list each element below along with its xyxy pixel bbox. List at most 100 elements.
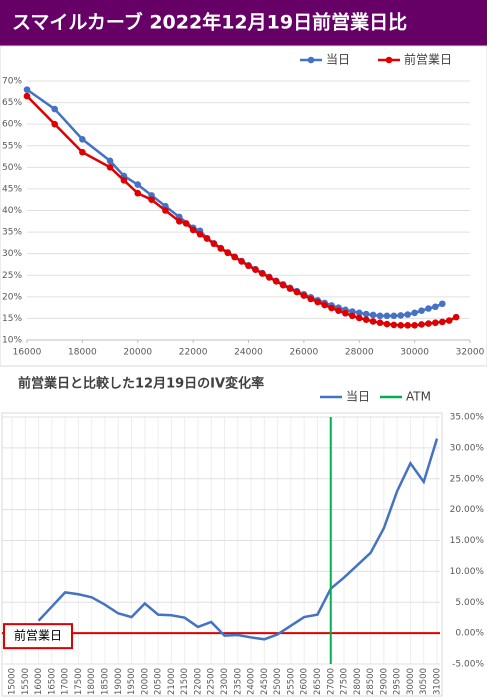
chart-title: 前営業日と比較した12月19日のIV変化率 <box>18 376 264 392</box>
point <box>51 120 58 128</box>
point <box>335 307 342 314</box>
x-tick-label: 21500 <box>180 668 190 695</box>
series-line <box>37 438 439 641</box>
x-tick-label: 31000 <box>433 668 443 695</box>
point <box>106 164 114 171</box>
point <box>196 230 204 238</box>
point <box>162 207 169 214</box>
point <box>397 312 405 319</box>
point <box>300 292 308 299</box>
point <box>259 270 266 277</box>
point <box>231 253 238 261</box>
point <box>272 277 280 285</box>
y-tick-label: 20.00% <box>450 505 485 515</box>
point <box>418 307 425 314</box>
point <box>175 217 183 225</box>
point <box>445 317 453 324</box>
point <box>148 196 155 204</box>
point <box>265 274 273 281</box>
point <box>411 309 418 317</box>
point <box>134 189 142 197</box>
x-tick-label: 27500 <box>340 668 350 695</box>
point <box>369 318 377 325</box>
point <box>79 135 86 143</box>
point <box>314 298 322 306</box>
point <box>321 301 328 309</box>
point <box>376 319 384 327</box>
y-tick-label: 30.00% <box>450 443 485 453</box>
y-tick-label: 65% <box>2 98 22 108</box>
point <box>425 305 432 312</box>
header-band <box>0 0 487 46</box>
point <box>23 86 31 93</box>
point <box>252 266 259 273</box>
point <box>307 295 315 303</box>
y-tick-label: -5.00% <box>452 660 484 670</box>
y-tick-label: 25.00% <box>450 474 485 484</box>
x-tick-label: 20000 <box>140 668 150 695</box>
x-tick-label: 30500 <box>419 668 429 695</box>
y-tick-label: 45% <box>2 184 22 194</box>
x-tick-label: 26000 <box>290 348 319 358</box>
x-tick-label: 25000 <box>273 668 283 695</box>
y-tick-label: 5.00% <box>455 598 484 608</box>
y-tick-label: 30% <box>2 249 22 259</box>
point <box>293 288 301 296</box>
x-tick-label: 24000 <box>234 348 263 358</box>
point <box>390 312 398 320</box>
point <box>245 262 252 270</box>
x-tick-label: 16000 <box>34 668 44 695</box>
point <box>328 304 335 312</box>
point <box>182 220 190 227</box>
x-tick-label: 29500 <box>393 668 403 695</box>
x-tick-label: 15000 <box>8 668 18 695</box>
y-tick-label: 70% <box>2 77 22 87</box>
point <box>411 322 418 329</box>
x-tick-label: 25500 <box>286 668 296 695</box>
x-tick-label: 19000 <box>114 668 124 695</box>
x-tick-label: 24000 <box>247 668 257 695</box>
x-tick-label: 18000 <box>87 668 97 695</box>
point <box>79 148 86 156</box>
point <box>23 92 31 100</box>
point <box>286 285 294 292</box>
point <box>362 316 370 324</box>
x-tick-label: 29000 <box>379 668 389 695</box>
x-tick-label: 21000 <box>167 668 177 695</box>
point <box>210 240 218 248</box>
point <box>349 312 356 320</box>
point <box>362 310 370 318</box>
point <box>106 157 114 165</box>
legend-swatch <box>385 56 393 64</box>
legend-label: 前営業日 <box>404 52 452 67</box>
point <box>383 312 391 320</box>
legend-label: 当日 <box>326 53 350 67</box>
y-tick-label: 15% <box>2 314 22 324</box>
y-tick-label: 25% <box>2 271 22 281</box>
annotation-box <box>3 623 73 650</box>
y-tick-label: 60% <box>2 120 22 130</box>
x-tick-label: 28500 <box>366 668 376 695</box>
point <box>439 300 446 308</box>
y-tick-label: 40% <box>2 206 22 216</box>
point <box>217 245 225 252</box>
point <box>404 311 412 318</box>
point <box>355 309 363 317</box>
x-tick-label: 16500 <box>47 668 57 695</box>
annotation: 前営業日 <box>14 628 62 643</box>
x-tick-label: 22500 <box>207 668 217 695</box>
point <box>383 320 391 328</box>
x-tick-label: 18000 <box>68 348 97 358</box>
x-tick-label: 20500 <box>154 668 164 695</box>
x-tick-label: 17500 <box>74 668 84 695</box>
y-tick-label: 55% <box>2 141 22 151</box>
chart-title: スマイルカーブ 2022年12月19日前営業日比 <box>12 11 407 34</box>
point <box>224 249 232 257</box>
x-tick-label: 22000 <box>193 668 203 695</box>
point <box>238 258 245 265</box>
x-tick-label: 26500 <box>313 668 323 695</box>
y-tick-label: 35% <box>2 228 22 238</box>
y-tick-label: 35.00% <box>450 413 485 423</box>
plot-frame <box>1 412 443 697</box>
